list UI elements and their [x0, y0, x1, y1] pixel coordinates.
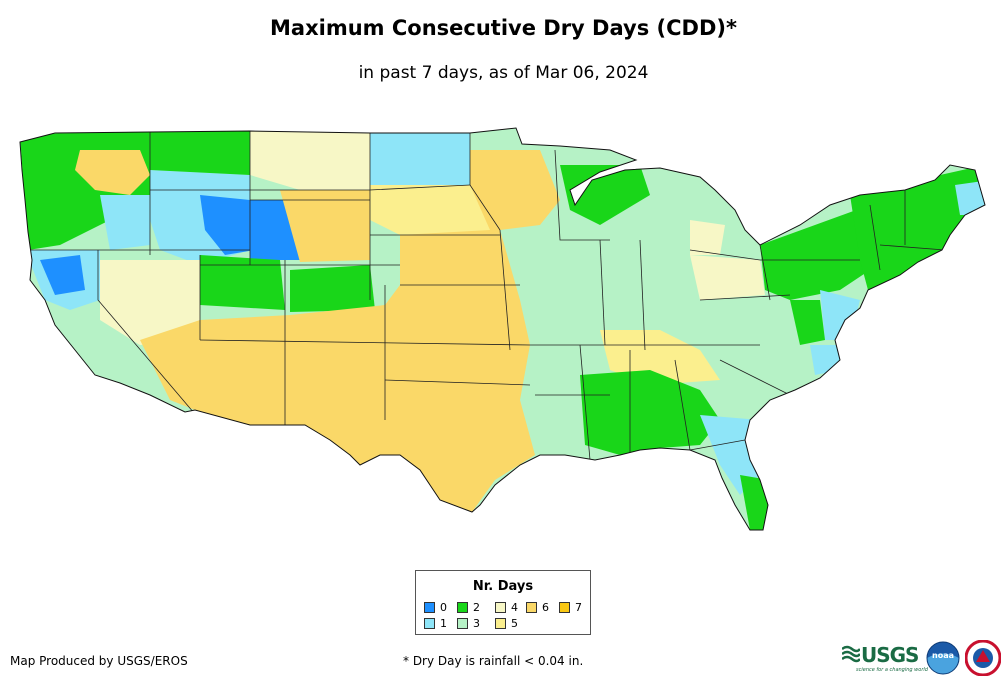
legend-swatch-2 [457, 602, 468, 613]
legend-label-6: 6 [542, 601, 549, 614]
region-montana-4day [250, 130, 370, 190]
region-wy-6day [280, 190, 370, 262]
region-southwest-plains-6day [140, 185, 535, 512]
region-new-england-2day [850, 165, 985, 290]
legend-item-5: 5 [495, 617, 518, 630]
usgs-logo: USGS [861, 643, 919, 667]
legend-item-0: 0 [424, 601, 447, 614]
region-or-1day [100, 195, 150, 250]
legend-label-0: 0 [440, 601, 447, 614]
legend-swatch-5 [495, 618, 506, 629]
usgs-wave-icon [842, 645, 860, 663]
legend-swatch-0 [424, 602, 435, 613]
legend-label-5: 5 [511, 617, 518, 630]
region-ny-pa-2day [760, 205, 870, 300]
legend-item-3: 3 [457, 617, 480, 630]
us-dry-days-map [19, 127, 986, 531]
legend: Nr. Days 0 1 2 3 4 5 6 7 [415, 570, 591, 635]
legend-title: Nr. Days [472, 579, 534, 594]
dry-days-regions [20, 130, 985, 530]
noaa-logo-text: noaa [932, 651, 954, 660]
region-oh-4day [690, 255, 765, 300]
legend-item-1: 1 [424, 617, 447, 630]
region-ca-0day [40, 255, 85, 295]
region-wi-2day [560, 165, 650, 225]
credit-text: Map Produced by USGS/EROS [10, 654, 188, 668]
legend-item-2: 2 [457, 601, 480, 614]
region-mn-6day [470, 150, 560, 230]
legend-swatch-7 [559, 602, 570, 613]
legend-label-2: 2 [473, 601, 480, 614]
map-subtitle: in past 7 days, as of Mar 06, 2024 [358, 63, 649, 83]
usgs-tagline: science for a changing world [856, 667, 928, 673]
agency-logos: USGS science for a changing world noaa [842, 639, 1002, 681]
legend-label-1: 1 [440, 617, 447, 630]
region-nw-montana-2day [150, 130, 250, 175]
region-id-0day [200, 195, 255, 255]
footnote: * Dry Day is rainfall < 0.04 in. [403, 654, 584, 668]
region-utah-2day [200, 255, 285, 310]
region-wa-6day [75, 150, 150, 195]
legend-label-3: 3 [473, 617, 480, 630]
region-va-2day [790, 300, 825, 345]
region-nv-4day [100, 260, 200, 345]
noaa-logo-icon [926, 641, 960, 675]
region-maine-1day [955, 180, 985, 215]
legend-swatch-4 [495, 602, 506, 613]
legend-label-7: 7 [575, 601, 582, 614]
map-title: Maximum Consecutive Dry Days (CDD)* [270, 16, 737, 40]
state-boundaries [28, 131, 946, 461]
nws-logo-icon [965, 640, 1001, 676]
region-sd-5day [370, 185, 490, 235]
legend-swatch-6 [526, 602, 537, 613]
legend-label-4: 4 [511, 601, 518, 614]
legend-item-7: 7 [559, 601, 582, 614]
region-deep-south-2day [580, 370, 720, 455]
legend-swatch-3 [457, 618, 468, 629]
legend-swatch-1 [424, 618, 435, 629]
region-nd-1day [370, 133, 470, 185]
legend-item-6: 6 [526, 601, 549, 614]
region-co-2day [290, 265, 375, 312]
region-mi-4day [690, 220, 725, 255]
legend-item-4: 4 [495, 601, 518, 614]
